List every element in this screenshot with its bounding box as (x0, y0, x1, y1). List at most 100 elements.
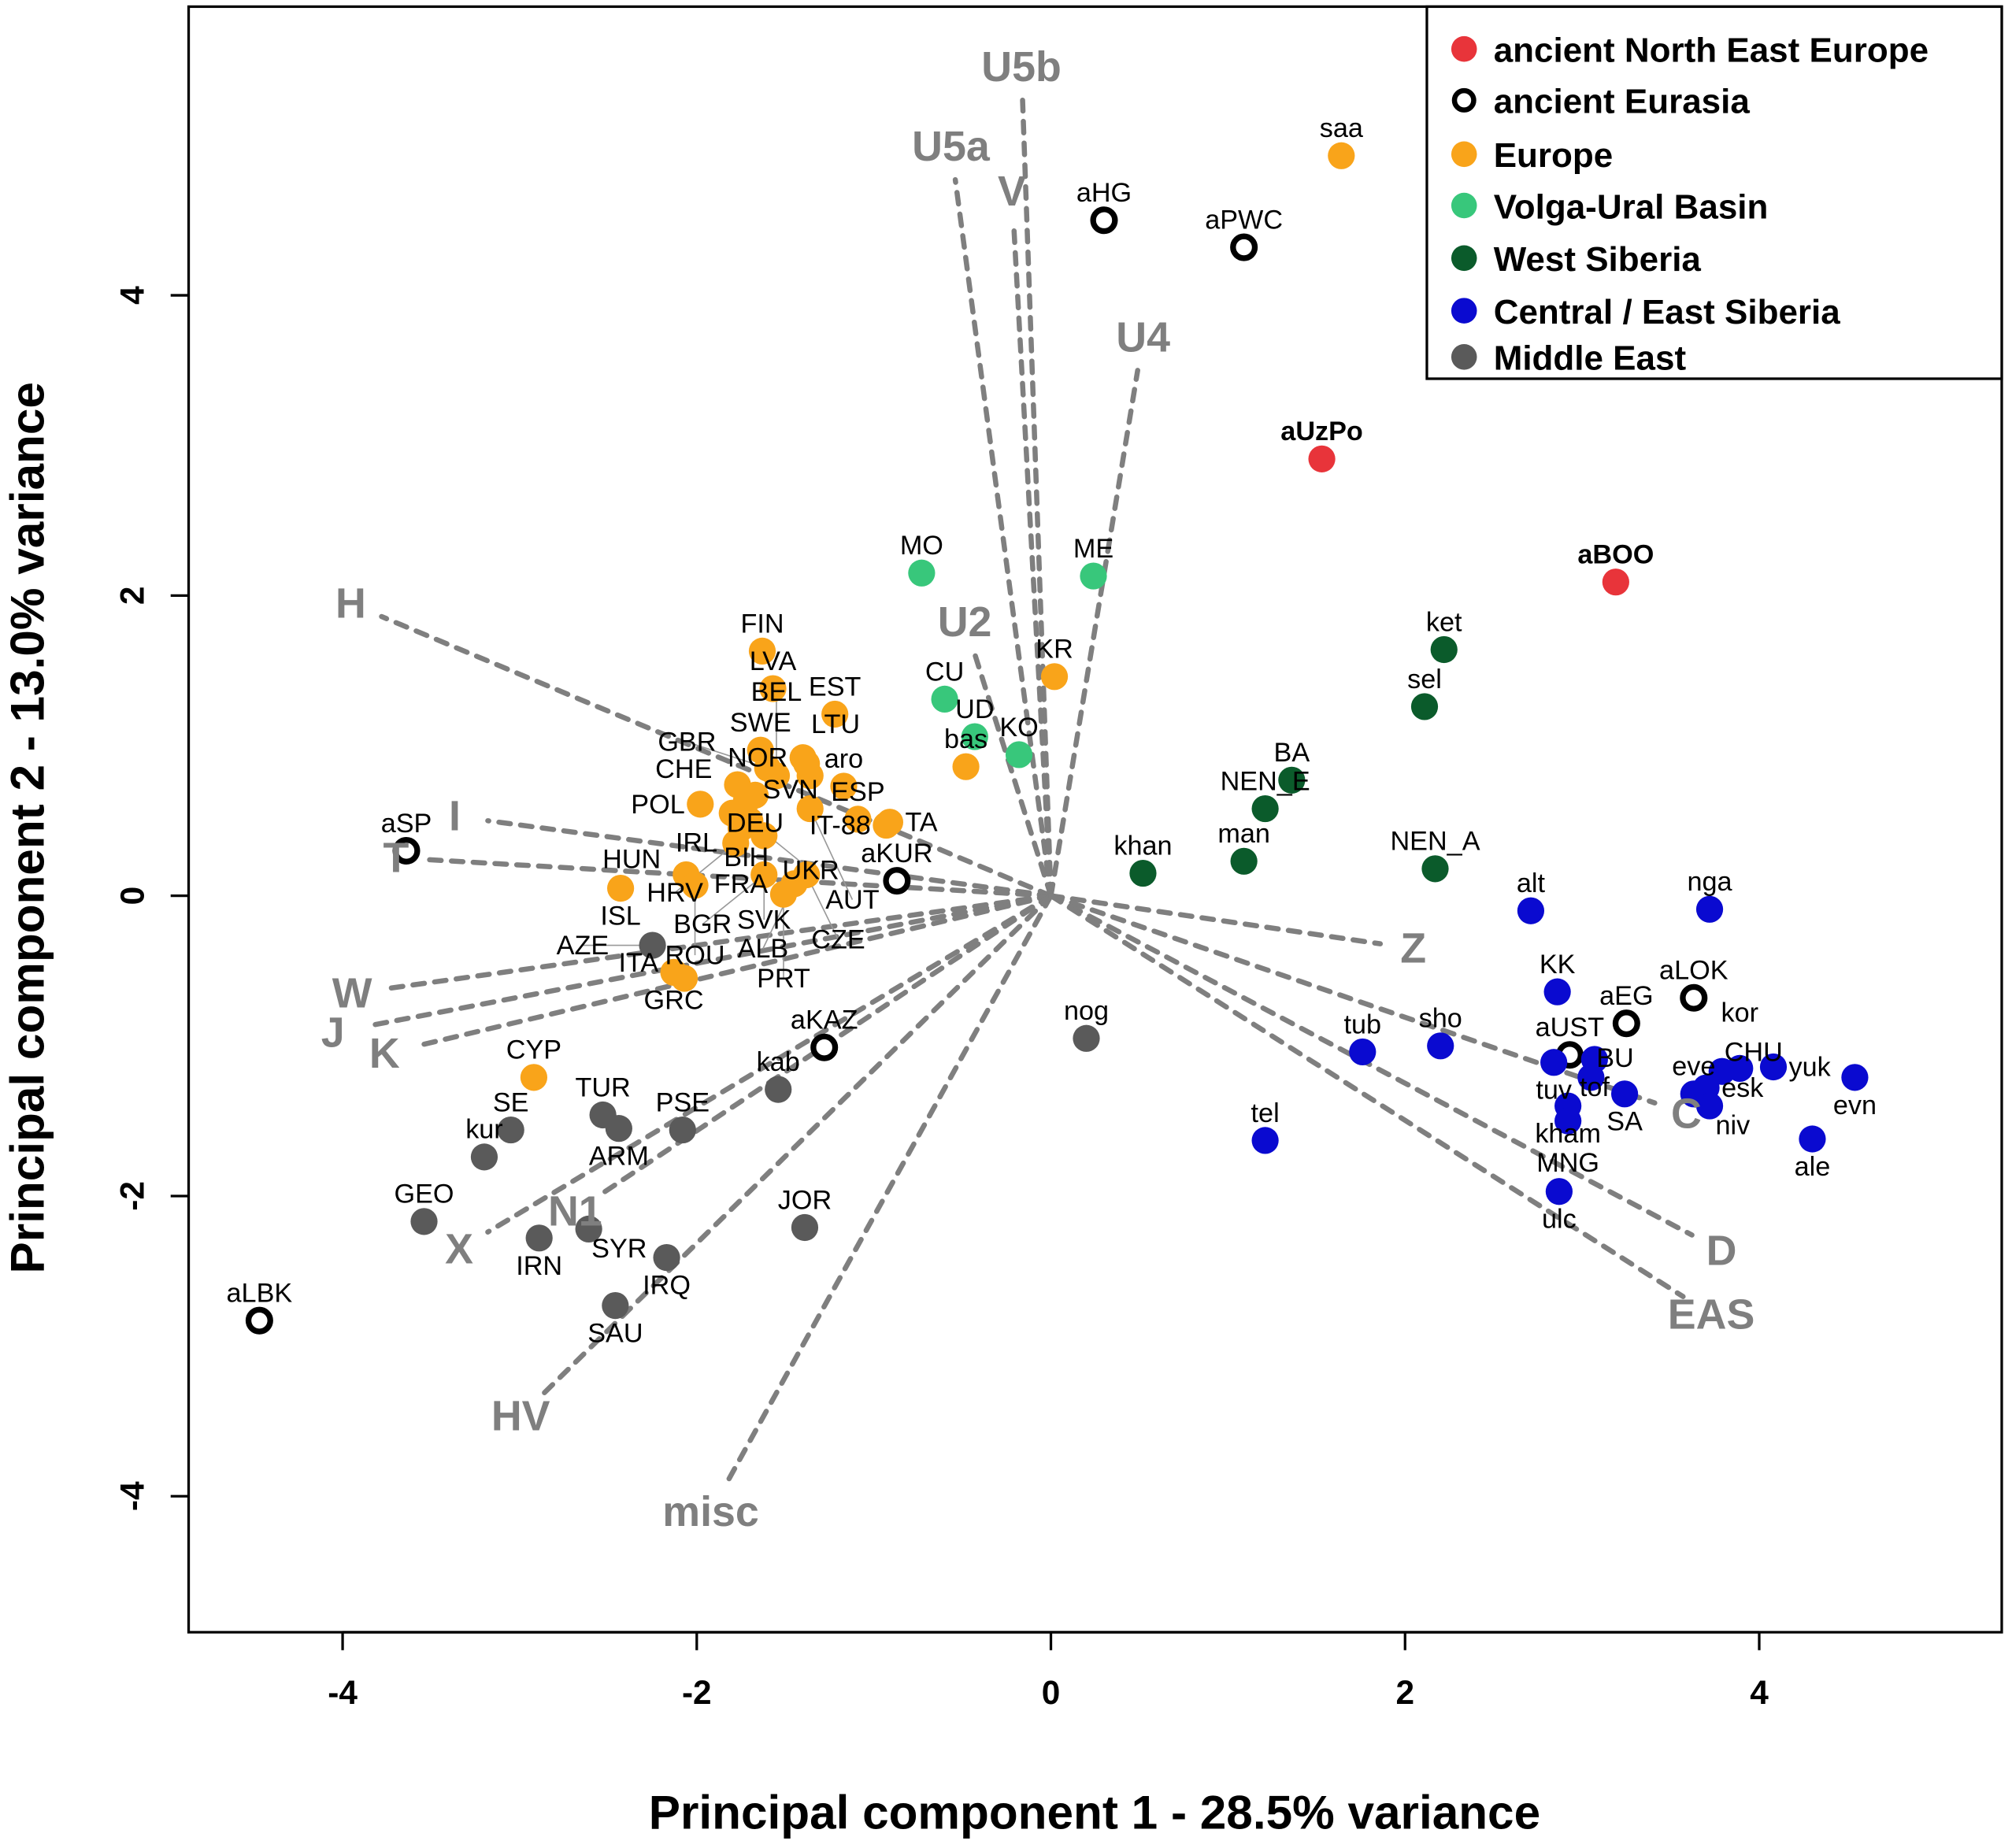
data-point (681, 872, 709, 899)
point-label: aHG (1076, 178, 1132, 208)
data-point (639, 931, 666, 959)
loading-vector (972, 651, 1054, 898)
data-point (1799, 1125, 1826, 1153)
point-label: IRL (676, 828, 717, 858)
data-point (1543, 978, 1571, 1005)
data-point (525, 1224, 553, 1252)
data-point (1080, 562, 1107, 590)
loading-label: U2 (938, 598, 992, 646)
point-label: SVK (737, 905, 791, 935)
loading-label: Z (1400, 925, 1426, 972)
point-label: ale (1795, 1152, 1831, 1182)
data-point (769, 880, 798, 908)
legend-label: Europe (1494, 136, 1614, 175)
point-label: CU (925, 657, 964, 687)
data-point (1430, 635, 1458, 664)
point-label: LVA (750, 646, 797, 676)
point-label: AZE (557, 931, 610, 961)
loading-vectors (363, 97, 1695, 1486)
point-label: PSE (656, 1087, 710, 1117)
point-label: FRA (714, 869, 769, 899)
data-point (1230, 847, 1258, 875)
point-label: aro (824, 744, 863, 774)
data-point (1726, 1054, 1754, 1083)
point-label: BIH (724, 843, 769, 872)
data-point (606, 875, 635, 902)
point-label: SA (1606, 1107, 1643, 1137)
loading-label: V (998, 168, 1026, 215)
data-point (605, 1115, 632, 1143)
point-label: ITA (618, 948, 658, 978)
data-point (961, 723, 988, 750)
point-label: ESP (831, 777, 884, 807)
legend-marker (1451, 141, 1477, 168)
point-label: aSP (381, 809, 432, 839)
point-label: kur (465, 1115, 503, 1145)
point-label: UKR (783, 856, 839, 886)
loading-vector (363, 893, 1054, 1029)
loading-vector (414, 893, 1054, 1049)
legend-label: Middle East (1494, 339, 1687, 378)
data-point (883, 867, 911, 895)
point-label: saa (1320, 113, 1364, 143)
loading-vector (1048, 368, 1140, 898)
loading-vector (952, 177, 1054, 898)
loading-label: N1 (548, 1187, 602, 1235)
point-label: POL (631, 790, 684, 820)
point-label: SYR (591, 1234, 647, 1264)
point-label: BGR (673, 909, 732, 939)
loading-label: X (445, 1225, 473, 1272)
data-point (602, 1292, 629, 1320)
point-label: GBR (658, 728, 716, 757)
point-label: LTU (811, 709, 860, 739)
data-point (1612, 1009, 1640, 1038)
data-point (830, 772, 858, 800)
data-point (908, 559, 936, 587)
data-point (653, 1244, 680, 1272)
x-tick-label: -4 (328, 1674, 358, 1711)
y-axis-title: Principal component 2 - 13.0% variance (0, 382, 54, 1273)
data-point (810, 1033, 839, 1061)
point-label: ket (1426, 607, 1462, 637)
point-label: CHU (1725, 1037, 1783, 1067)
point-label: aKUR (861, 839, 932, 868)
point-label: ISL (600, 902, 640, 931)
label-leader-line (809, 808, 854, 900)
data-point (759, 675, 787, 702)
data-point (1540, 1049, 1568, 1076)
point-label: CYP (506, 1035, 561, 1065)
data-point (470, 1143, 498, 1171)
legend-marker (1451, 298, 1477, 324)
legend-marker (1451, 343, 1477, 370)
loading-vector (1020, 97, 1054, 898)
data-point (791, 1213, 819, 1242)
data-point (1602, 568, 1629, 596)
data-point (1421, 855, 1449, 883)
loading-label: U5b (981, 43, 1062, 91)
point-label: MNG (1536, 1148, 1599, 1178)
loading-label: W (332, 970, 372, 1017)
loading-vector (379, 613, 1054, 898)
legend-label: ancient Eurasia (1494, 83, 1751, 121)
legend-marker (1451, 245, 1477, 272)
data-point (762, 762, 791, 790)
point-label: nga (1687, 867, 1732, 897)
point-label: BU (1596, 1043, 1634, 1073)
data-point (1349, 1038, 1377, 1066)
point-label: BEL (751, 677, 802, 707)
point-label: ARM (589, 1142, 649, 1172)
legend-box (1425, 5, 2003, 380)
point-label: nog (1064, 996, 1109, 1026)
point-label: IT-88 (810, 810, 871, 840)
y-tick-label: -2 (114, 1181, 151, 1211)
data-point (575, 1215, 602, 1242)
data-point (392, 836, 421, 865)
point-label: tel (1251, 1098, 1280, 1128)
legend: ancient North East Europe ancient Eurasia… (1425, 5, 2003, 380)
data-point (1517, 897, 1545, 924)
point-label: esk (1721, 1073, 1764, 1103)
point-label: AUT (825, 885, 880, 915)
y-tick-label: 4 (114, 286, 151, 305)
data-point (1005, 741, 1033, 768)
